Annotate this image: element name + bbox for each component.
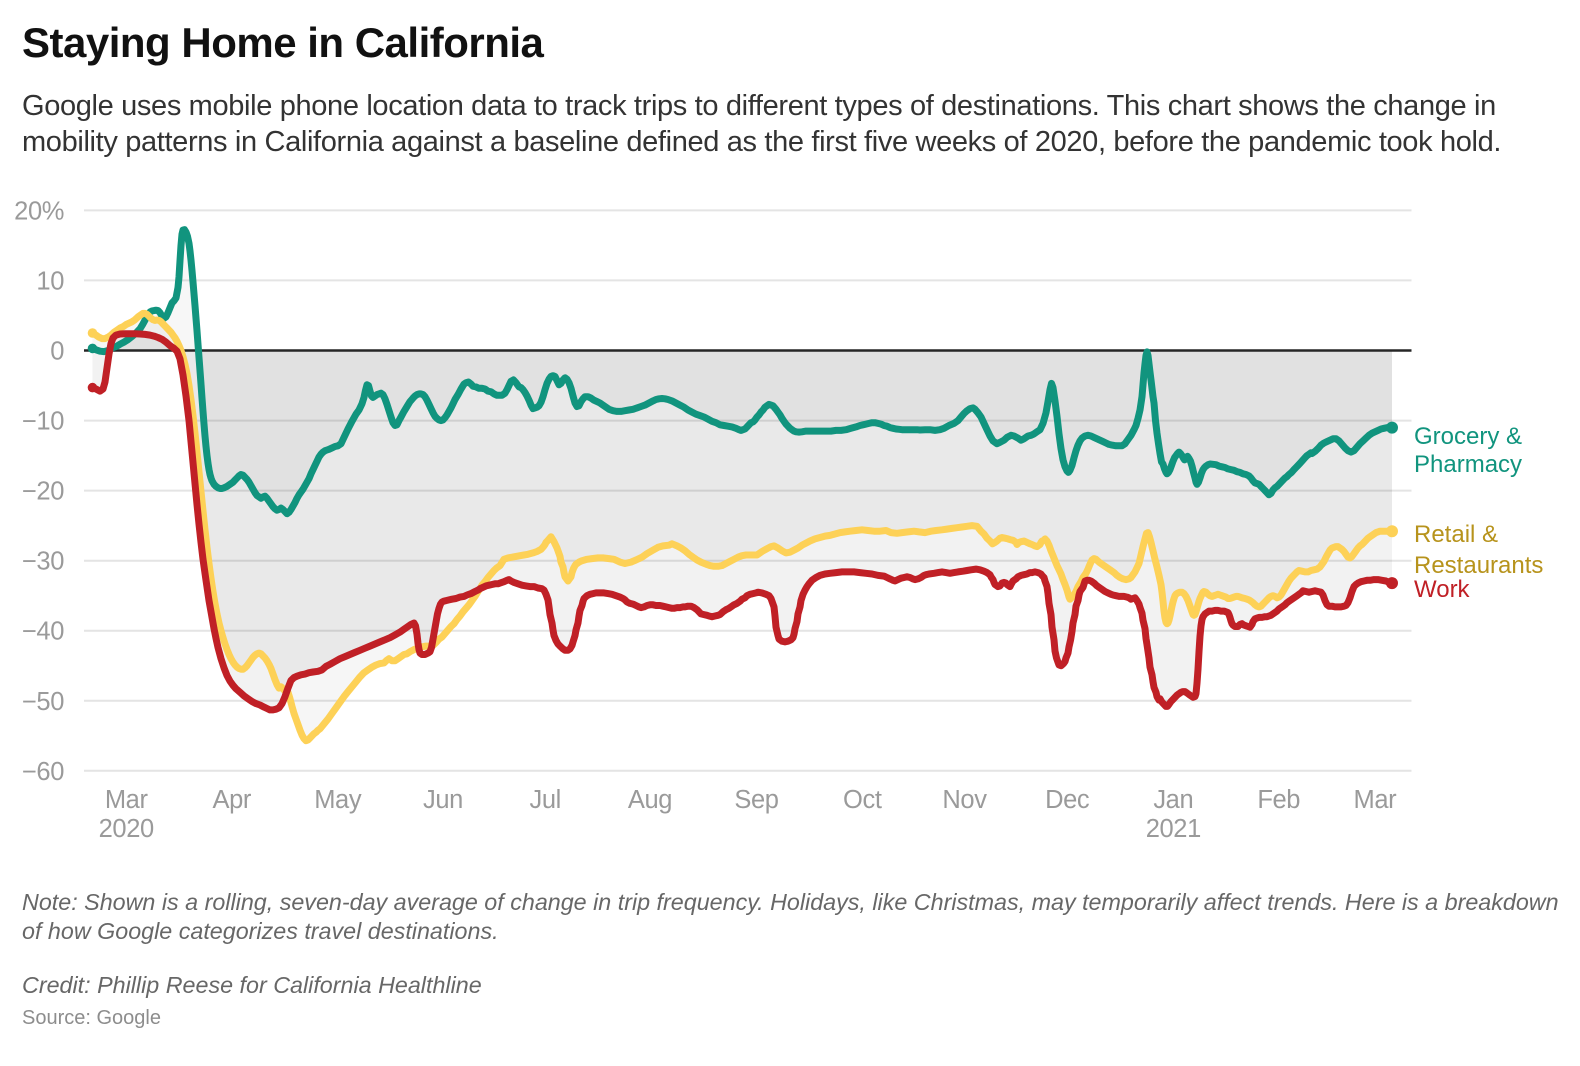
svg-text:Work: Work — [1414, 576, 1471, 603]
svg-text:Aug: Aug — [628, 786, 672, 814]
svg-text:Grocery &: Grocery & — [1414, 423, 1522, 450]
svg-text:−60: −60 — [22, 758, 64, 786]
svg-text:Jan: Jan — [1153, 786, 1193, 814]
svg-text:Mar: Mar — [105, 786, 149, 814]
svg-text:−40: −40 — [22, 618, 64, 646]
svg-text:Dec: Dec — [1045, 786, 1090, 814]
svg-text:Pharmacy: Pharmacy — [1414, 451, 1522, 478]
svg-text:Sep: Sep — [734, 786, 778, 814]
svg-text:0: 0 — [50, 338, 64, 366]
svg-text:−20: −20 — [22, 478, 64, 506]
svg-text:Restaurants: Restaurants — [1414, 552, 1543, 579]
svg-text:May: May — [314, 786, 362, 814]
svg-text:10: 10 — [36, 267, 64, 295]
svg-text:Mar: Mar — [1354, 786, 1398, 814]
svg-text:−50: −50 — [22, 688, 64, 716]
svg-text:2020: 2020 — [99, 815, 154, 843]
svg-text:Feb: Feb — [1257, 786, 1300, 814]
svg-text:−30: −30 — [22, 548, 64, 576]
svg-text:20%: 20% — [14, 197, 64, 225]
svg-text:−10: −10 — [22, 408, 64, 436]
svg-text:Nov: Nov — [942, 786, 987, 814]
svg-text:Apr: Apr — [213, 786, 252, 814]
svg-text:Jul: Jul — [529, 786, 560, 814]
svg-text:Jun: Jun — [423, 786, 463, 814]
svg-text:Retail &: Retail & — [1414, 521, 1498, 548]
svg-text:Oct: Oct — [843, 786, 882, 814]
svg-text:2021: 2021 — [1146, 815, 1201, 843]
